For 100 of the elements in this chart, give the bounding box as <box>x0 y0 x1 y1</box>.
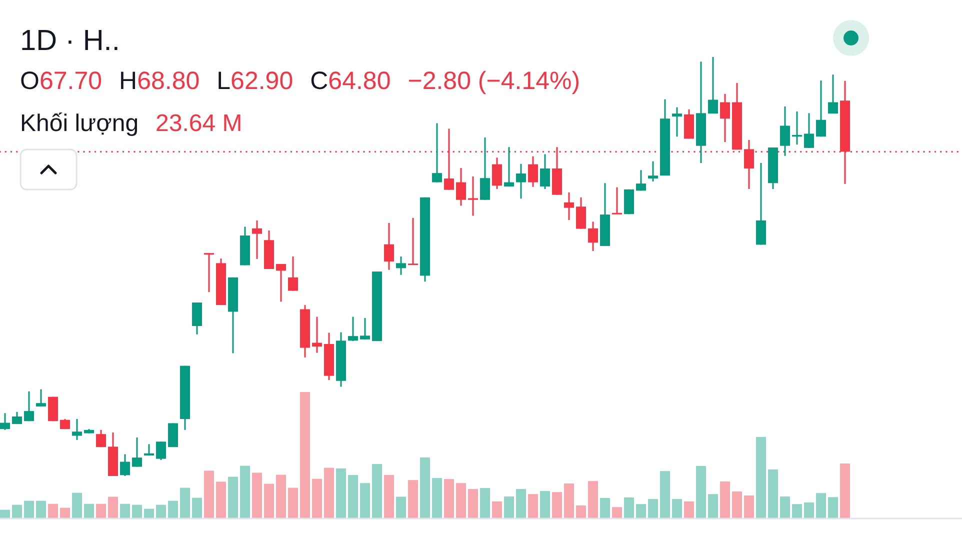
candlestick <box>636 169 646 192</box>
annotation: L62.90 <box>216 67 294 95</box>
bar <box>408 480 418 518</box>
bar <box>468 489 478 518</box>
chart-title: 1D · H.. <box>20 25 120 57</box>
bar <box>312 478 322 518</box>
bar <box>588 481 598 518</box>
candlestick <box>132 436 142 468</box>
bar <box>264 484 274 518</box>
bar <box>276 474 286 518</box>
bar <box>708 494 718 518</box>
candlestick <box>720 93 730 143</box>
bar <box>84 504 94 518</box>
bar <box>0 510 10 518</box>
bar <box>396 496 406 518</box>
bar <box>768 469 778 518</box>
candlestick <box>504 146 514 188</box>
candlestick <box>36 388 46 408</box>
bar <box>420 457 430 518</box>
bar <box>348 474 358 518</box>
candlestick <box>480 136 490 201</box>
bar <box>780 496 790 518</box>
candlestick <box>792 110 802 146</box>
candlestick <box>492 156 502 190</box>
bar <box>648 499 658 518</box>
bar <box>372 464 382 518</box>
bar <box>108 496 118 518</box>
candlestick <box>528 156 538 188</box>
candlestick <box>648 160 658 182</box>
annotation: 23.64 M <box>156 110 242 137</box>
bar <box>576 505 586 518</box>
bar <box>828 497 838 518</box>
bar <box>816 493 826 518</box>
candlestick <box>672 106 682 138</box>
bar <box>72 492 82 518</box>
candlestick <box>384 222 394 271</box>
annotation: −2.80 (−4.14%) <box>408 67 580 95</box>
candlestick <box>816 80 826 138</box>
bar <box>12 504 22 518</box>
bar <box>564 483 574 518</box>
candlestick <box>288 256 298 292</box>
bar <box>516 489 526 518</box>
bar <box>300 392 310 518</box>
bar <box>240 466 250 518</box>
bar <box>732 491 742 518</box>
candlestick <box>168 422 178 448</box>
candlestick <box>396 256 406 276</box>
candlestick <box>96 429 106 448</box>
bar <box>612 507 622 518</box>
bar <box>480 488 490 518</box>
bar <box>288 488 298 518</box>
candlestick <box>468 176 478 217</box>
candlestick <box>804 112 814 149</box>
bar <box>624 498 634 518</box>
bar <box>252 472 262 518</box>
candlestick <box>72 418 82 441</box>
candlestick <box>708 56 718 114</box>
bar <box>696 466 706 518</box>
candlestick <box>120 453 130 477</box>
bar <box>336 468 346 518</box>
bar <box>792 504 802 518</box>
candlestick <box>204 252 214 293</box>
candlestick <box>828 74 838 114</box>
candlestick <box>276 263 286 302</box>
bar <box>744 495 754 518</box>
candlestick <box>156 440 166 461</box>
bar <box>432 478 442 518</box>
annotation: H68.80 <box>119 67 200 95</box>
bar <box>672 499 682 518</box>
bar <box>180 488 190 518</box>
bar <box>96 504 106 518</box>
bar <box>756 436 766 518</box>
bar <box>552 492 562 518</box>
bar <box>228 476 238 518</box>
candlestick <box>348 316 358 342</box>
bar <box>48 504 58 518</box>
bar <box>528 494 538 518</box>
candlestick <box>12 411 22 425</box>
bar <box>444 479 454 518</box>
bar <box>192 498 202 518</box>
candlestick <box>612 186 622 214</box>
bar <box>324 468 334 518</box>
bar <box>168 500 178 518</box>
candlestick <box>408 217 418 266</box>
candlestick <box>360 317 370 340</box>
annotation: Khối lượng <box>20 110 139 137</box>
bar <box>600 498 610 518</box>
bar <box>684 501 694 518</box>
candlestick <box>192 302 202 336</box>
bar <box>36 500 46 518</box>
bar <box>204 470 214 518</box>
bar <box>144 508 154 518</box>
candlestick <box>144 443 154 456</box>
candlestick <box>24 390 34 422</box>
bar <box>660 471 670 518</box>
candlestick <box>456 167 466 206</box>
bar <box>216 482 226 518</box>
bar <box>156 504 166 518</box>
candlestick <box>312 316 322 354</box>
bar <box>504 496 514 518</box>
